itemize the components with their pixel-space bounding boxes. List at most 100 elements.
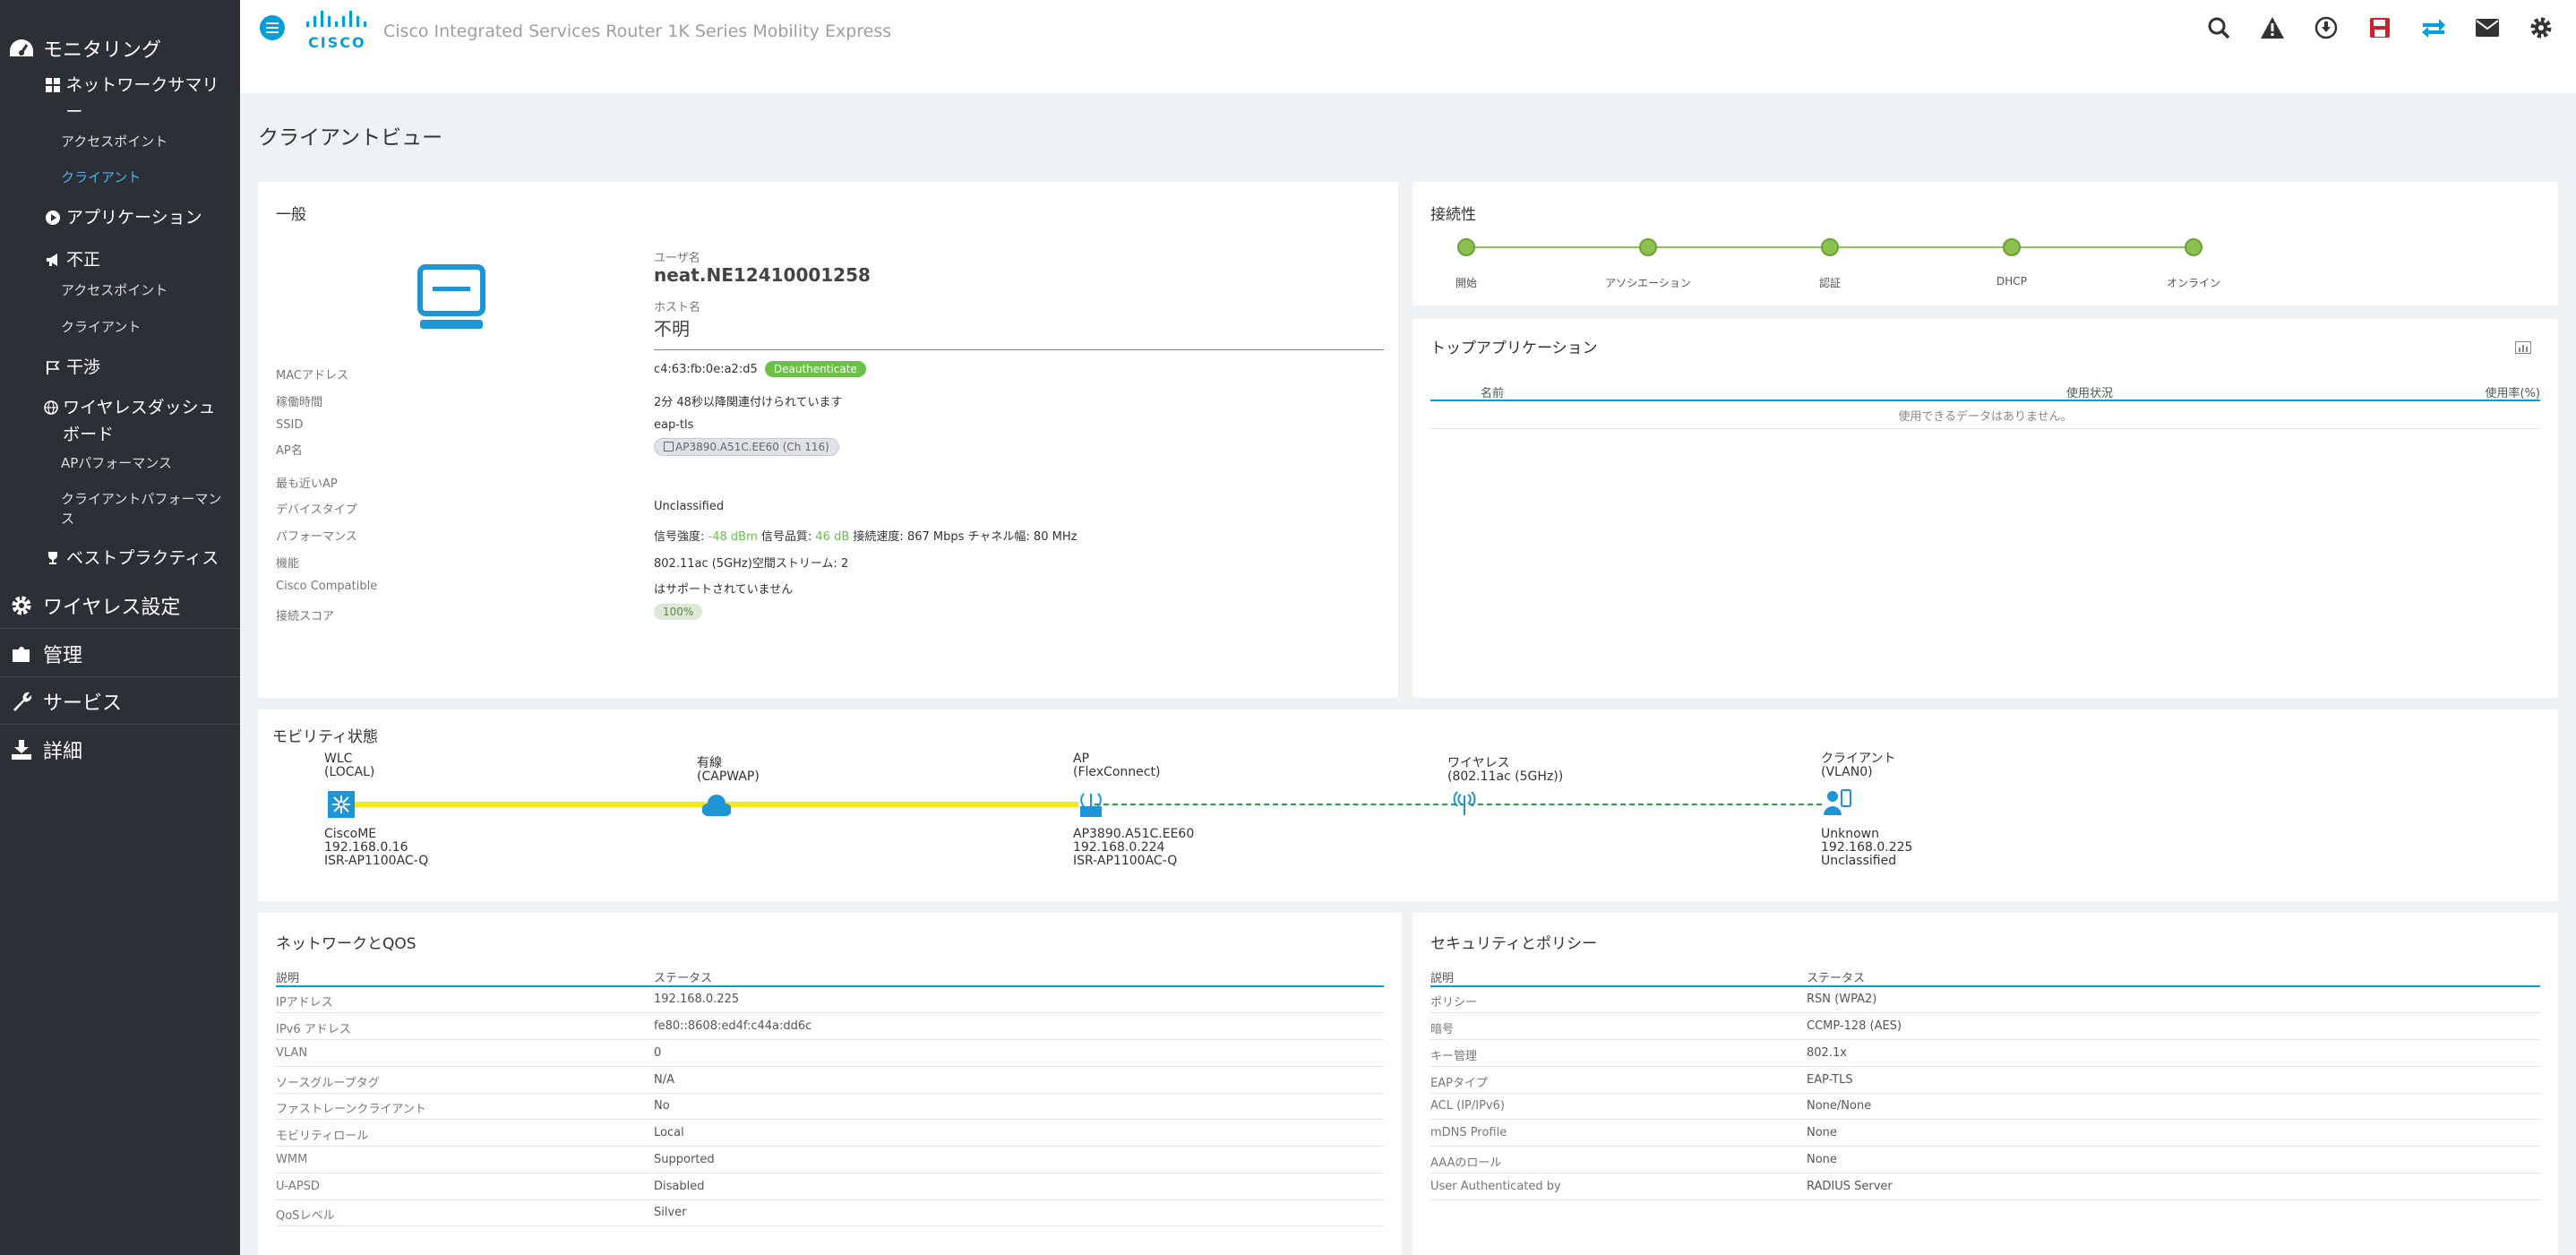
top-header: CISCO Cisco Integrated Services Router 1… xyxy=(240,0,2576,93)
col-description-header[interactable]: 説明 xyxy=(1430,972,1455,985)
client-vlan: (VLAN0) xyxy=(1821,765,1873,779)
dashboard-icon xyxy=(0,37,43,60)
general-row-label: AP名 xyxy=(276,444,303,458)
top-applications-title: トップアプリケーション xyxy=(1430,340,1598,357)
transfer-icon[interactable] xyxy=(2418,13,2449,43)
cloud-icon xyxy=(701,793,732,821)
alert-icon[interactable] xyxy=(2257,13,2288,43)
col-status-header[interactable]: ステータス xyxy=(1807,972,1866,985)
col-description-header[interactable]: 説明 xyxy=(276,972,300,985)
nav-best-practices[interactable]: ベストプラクティス xyxy=(43,545,231,572)
table-row-divider xyxy=(1430,1093,2540,1094)
table-row-divider xyxy=(1430,1012,2540,1013)
wired-label: 有線 xyxy=(697,756,722,770)
table-row-value: None xyxy=(1807,1153,1837,1166)
nav-applications-label: アプリケーション xyxy=(66,208,202,228)
network-qos-panel: ネットワークとQOS 説明 ステータス IPアドレス 192.168.0.225… xyxy=(258,913,1402,1255)
nav-rogue[interactable]: 不正 xyxy=(43,246,231,273)
general-row-label: デバイスタイプ xyxy=(276,503,357,517)
table-row-label: キー管理 xyxy=(1430,1050,1478,1063)
client-user-icon[interactable] xyxy=(1824,788,1852,821)
mobility-node-header: ワイヤレス (802.11ac (5GHz)) xyxy=(1447,757,1563,784)
nav-client-performance[interactable]: クライアントパフォーマンス xyxy=(61,491,222,527)
gear-icon[interactable] xyxy=(2526,13,2556,43)
mobility-panel: モビリティ状態 WLC (LOCAL) 有線 (CAPWAP) AP (FlexCon… xyxy=(258,709,2558,901)
nav-wireless-settings[interactable]: ワイヤレス設定 xyxy=(0,591,180,620)
signal-strength-label: 信号強度: xyxy=(654,530,705,544)
nav-monitoring-label: モニタリング xyxy=(43,39,162,62)
col-usage-pct-header[interactable]: 使用率(%) xyxy=(2485,387,2541,400)
general-row-label: 接続スコア xyxy=(276,610,335,623)
nav-interferers[interactable]: 干渉 xyxy=(43,354,231,381)
connectivity-panel: 接続性 開始 アソシエーション 認証 DHCP オンライン xyxy=(1413,182,2558,305)
wireless-link-line xyxy=(1095,804,1822,805)
deauthenticate-button[interactable]: Deauthenticate xyxy=(764,361,866,377)
hostname-value: 不明 xyxy=(654,318,690,340)
username-label: ユーザ名 xyxy=(654,252,700,265)
nav-network-summary[interactable]: ネットワークサマリー xyxy=(43,72,231,125)
table-header-underline xyxy=(1430,985,2540,987)
col-name-header[interactable]: 名前 xyxy=(1481,387,1505,400)
nav-ap-performance[interactable]: APパフォーマンス xyxy=(61,455,173,471)
table-row-value: Disabled xyxy=(654,1180,705,1193)
mobility-title: モビリティ状態 xyxy=(272,728,378,746)
performance-value: 信号強度: -48 dBm 信号品質: 46 dB 接続速度: 867 Mbps… xyxy=(654,527,1077,544)
nav-rogue-access-points[interactable]: アクセスポイント xyxy=(61,282,168,298)
ap-mode: (FlexConnect) xyxy=(1073,765,1161,779)
nav-monitoring[interactable]: モニタリング xyxy=(0,34,161,63)
cisco-logo-text: CISCO xyxy=(308,34,366,51)
nav-management[interactable]: 管理 xyxy=(0,640,82,668)
client-details: Unknown 192.168.0.225 Unclassified xyxy=(1821,828,1912,868)
nav-clients[interactable]: クライアント xyxy=(61,169,142,185)
table-row-label: EAPタイプ xyxy=(1430,1077,1488,1090)
globe-icon xyxy=(43,394,59,415)
download-tray-icon xyxy=(0,738,43,761)
nav-applications[interactable]: アプリケーション xyxy=(43,204,231,231)
wireless-signal-icon xyxy=(1449,787,1480,821)
nav-services-label: サービス xyxy=(43,692,123,715)
ap-model: ISR-AP1100AC-Q xyxy=(1073,854,1178,868)
connectivity-step-dot xyxy=(1821,238,1839,256)
table-row-value: None xyxy=(1807,1126,1837,1139)
nav-rogue-clients[interactable]: クライアント xyxy=(61,319,142,335)
empty-data-message: 使用できるデータはありません。 xyxy=(1898,410,2073,424)
connectivity-step-dot xyxy=(1457,238,1475,256)
nav-network-summary-label: ネットワークサマリー xyxy=(65,75,219,122)
capability-value: 802.11ac (5GHz)空間ストリーム: 2 xyxy=(654,557,849,571)
table-row-label: IPアドレス xyxy=(276,996,333,1010)
wireless-label: ワイヤレス xyxy=(1447,756,1510,770)
download-icon[interactable] xyxy=(2311,13,2341,43)
table-row-value: EAP-TLS xyxy=(1807,1073,1853,1087)
wireless-mode: (802.11ac (5GHz)) xyxy=(1447,769,1564,784)
search-icon[interactable] xyxy=(2203,13,2234,43)
mail-icon[interactable] xyxy=(2472,13,2503,43)
play-circle-icon xyxy=(43,204,63,225)
nav-interferers-label: 干渉 xyxy=(66,357,101,377)
wlc-controller-icon[interactable] xyxy=(328,791,355,821)
wlc-label: WLC xyxy=(324,752,353,766)
cisco-compatible-value: はサポートされていません xyxy=(654,583,794,597)
col-status-header[interactable]: ステータス xyxy=(654,972,713,985)
nav-services[interactable]: サービス xyxy=(0,687,122,716)
table-row-label: VLAN xyxy=(276,1046,308,1060)
col-usage-header[interactable]: 使用状況 xyxy=(2066,387,2114,400)
table-row-divider xyxy=(1430,428,2540,429)
nav-advanced[interactable]: 詳細 xyxy=(0,735,82,764)
save-icon[interactable] xyxy=(2365,13,2395,43)
nav-access-points[interactable]: アクセスポイント xyxy=(61,133,168,150)
table-row-label: 暗号 xyxy=(1430,1023,1455,1036)
nav-best-practices-label: ベストプラクティス xyxy=(66,548,219,568)
connectivity-step-label: 開始 xyxy=(1455,277,1477,289)
nav-wireless-dashboard[interactable]: ワイヤレスダッシュボード xyxy=(43,394,231,448)
table-row-label: QoSレベル xyxy=(276,1209,335,1223)
table-row-value: fe80::8608:ed4f:c44a:dd6c xyxy=(654,1019,812,1033)
wlc-model: ISR-AP1100AC-Q xyxy=(324,854,429,868)
table-row-label: ACL (IP/IPv6) xyxy=(1430,1099,1505,1113)
access-point-icon[interactable] xyxy=(1075,788,1107,822)
ap-name-badge[interactable]: AP3890.A51C.EE60 (Ch 116) xyxy=(654,438,839,456)
client-ip: 192.168.0.225 xyxy=(1821,840,1913,855)
table-row-value: 802.1x xyxy=(1807,1046,1847,1060)
chart-toggle-icon[interactable] xyxy=(2515,340,2531,357)
table-row-value: CCMP-128 (AES) xyxy=(1807,1019,1902,1033)
hamburger-menu-button[interactable] xyxy=(260,15,285,40)
